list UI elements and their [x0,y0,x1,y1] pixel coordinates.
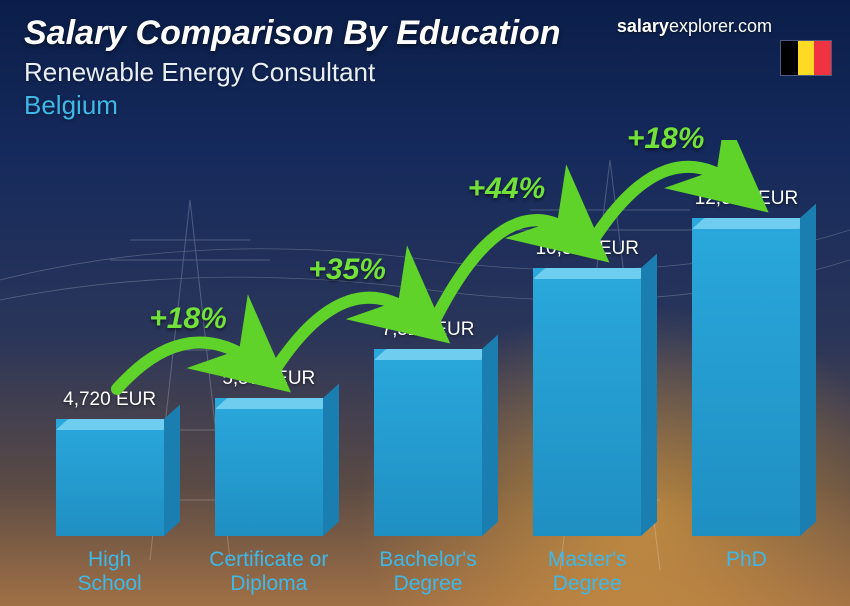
bar-value: 12,800 EUR [695,188,799,210]
bar-label: Bachelor'sDegree [354,548,501,596]
labels-row: HighSchoolCertificate orDiplomaBachelor'… [36,548,820,596]
bar-shape [533,268,641,536]
chart-country: Belgium [24,90,740,121]
flag-icon [780,40,832,76]
infographic-canvas: Salary Comparison By Education Renewable… [0,0,850,606]
bar-1: 5,570 EUR [195,368,342,536]
bar-label: Certificate orDiploma [195,548,342,596]
bar-label: Master'sDegree [514,548,661,596]
flag-stripe [781,41,798,75]
bar-label: PhD [673,548,820,596]
flag-stripe [814,41,831,75]
bar-shape [374,349,482,536]
bar-4: 12,800 EUR [673,188,820,536]
bar-shape [692,218,800,536]
bar-value: 5,570 EUR [222,368,315,390]
bar-value: 4,720 EUR [63,389,156,411]
bar-shape [56,419,164,536]
flag-stripe [798,41,815,75]
chart-subtitle: Renewable Energy Consultant [24,57,740,88]
bar-label: HighSchool [36,548,183,596]
bar-shape [215,398,323,536]
increment-label: +35% [308,253,386,287]
brand-label: salaryexplorer.com [617,16,772,37]
bar-value: 7,520 EUR [382,319,475,341]
bars-container: 4,720 EUR 5,570 EUR 7,520 EUR 10,800 EUR 12,… [36,140,820,536]
bar-0: 4,720 EUR [36,389,183,536]
bar-3: 10,800 EUR [514,238,661,536]
chart-area: 4,720 EUR 5,570 EUR 7,520 EUR 10,800 EUR 12,… [0,140,820,606]
increment-label: +44% [468,172,546,206]
bar-2: 7,520 EUR [354,319,501,536]
bar-value: 10,800 EUR [535,238,639,260]
increment-label: +18% [627,122,705,156]
increment-label: +18% [149,302,227,336]
